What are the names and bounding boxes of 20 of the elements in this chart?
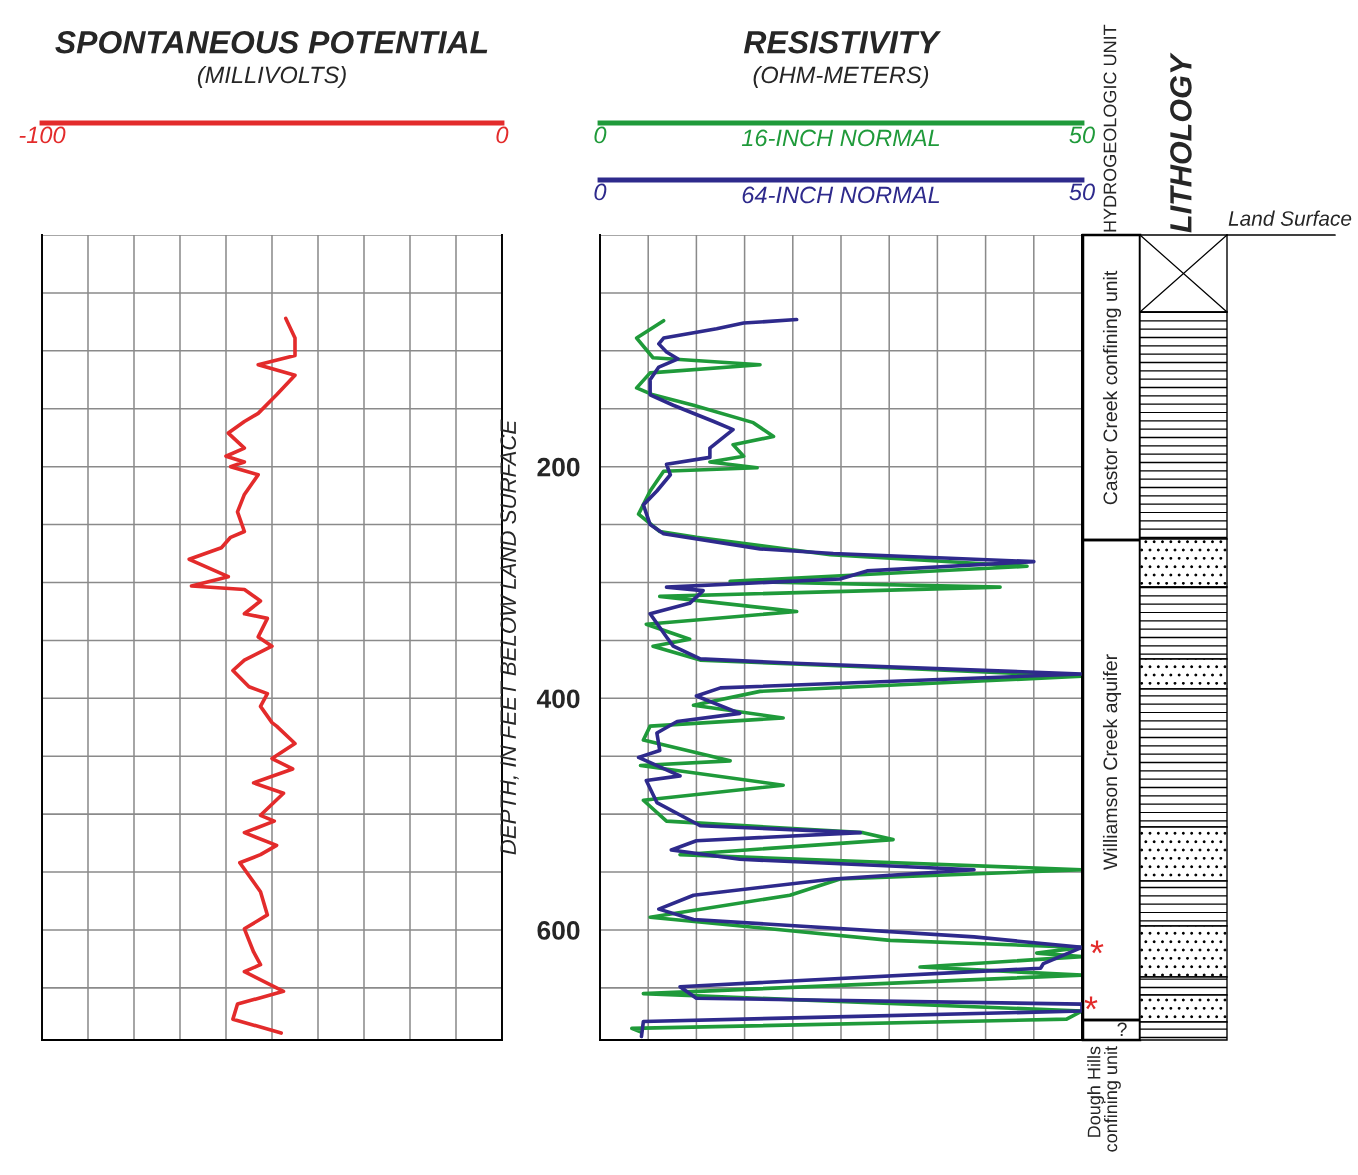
y-tick-label: 400 — [536, 689, 580, 709]
text: Dough Hills confining unit — [1087, 1046, 1121, 1152]
y-axis-title: DEPTH, IN FEET BELOW LAND SURFACE — [500, 419, 519, 855]
chart-title: RESISTIVITY — [743, 30, 942, 54]
text: HYDROGEOLOGIC UNIT — [1103, 24, 1117, 232]
text: * — [1084, 996, 1098, 1010]
text: 16-INCH NORMAL — [741, 129, 940, 147]
chart-subtitle: (MILLIVOLTS) — [197, 66, 346, 88]
x-tick-label: -100 — [19, 126, 66, 144]
chart-subtitle: (OHM-METERS) — [753, 66, 929, 88]
text: 64-INCH NORMAL — [742, 186, 940, 204]
text: LITHOLOGY — [1170, 52, 1192, 233]
chart-title: SPONTANEOUS POTENTIAL — [55, 30, 488, 54]
text: Land Surface — [1228, 210, 1352, 226]
text: * — [1090, 940, 1104, 954]
text: ? — [1117, 1022, 1127, 1037]
y-tick-label: 200 — [537, 457, 580, 477]
text: Castor Creek confining unit — [1102, 270, 1122, 505]
text: Williamson Creek aquifer — [1102, 654, 1122, 870]
y-tick-label: 600 — [537, 921, 580, 940]
